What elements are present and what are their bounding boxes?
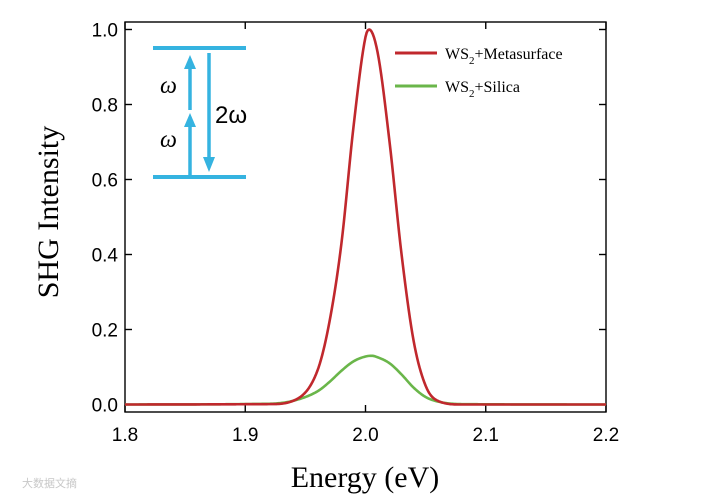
inset-up-arrow-lower-head <box>184 113 196 127</box>
legend-main-metasurface: WS <box>445 46 469 63</box>
series-line-silica <box>124 354 607 406</box>
x-tick-label: 1.8 <box>112 425 138 446</box>
legend-rest-metasurface: +Metasurface <box>475 46 563 63</box>
inset-omega-upper: ω <box>160 73 177 99</box>
series-layer <box>124 28 607 406</box>
y-tick-label: 1.0 <box>92 21 118 42</box>
x-tick-label: 1.9 <box>232 425 258 446</box>
y-tick-label: 0.4 <box>92 246 119 267</box>
inset-two-omega: 2ω <box>215 102 247 129</box>
inset-down-arrow-head <box>203 157 215 172</box>
inset-up-arrow-upper-head <box>184 55 196 69</box>
energy-level-inset: ω ω 2ω <box>153 46 247 179</box>
y-tick-label: 0.6 <box>92 171 118 192</box>
x-axis-title: Energy (eV) <box>291 461 440 494</box>
legend: WS2+Metasurface WS2+Silica <box>395 46 563 100</box>
y-tick-label: 0.0 <box>92 396 118 417</box>
legend-label-metasurface: WS2+Metasurface <box>445 46 563 67</box>
legend-sub-silica: 2 <box>469 88 475 100</box>
plot-frame <box>124 21 607 413</box>
y-axis: 0.0 0.2 0.4 0.6 0.8 1.0 <box>92 21 606 417</box>
x-tick-label: 2.2 <box>593 425 619 446</box>
y-axis-title: SHG Intensity <box>32 126 65 299</box>
y-tick-label: 0.8 <box>92 96 118 117</box>
legend-label-silica: WS2+Silica <box>445 79 520 100</box>
y-tick-label: 0.2 <box>92 321 118 342</box>
legend-rest-silica: +Silica <box>475 79 520 96</box>
legend-main-silica: WS <box>445 79 469 96</box>
x-axis: 1.8 1.9 2.0 2.1 2.2 <box>112 22 619 446</box>
x-tick-label: 2.1 <box>473 425 499 446</box>
x-tick-label: 2.0 <box>352 425 378 446</box>
plot-border <box>124 21 607 413</box>
watermark: 大数据文摘 <box>22 476 77 490</box>
inset-omega-lower: ω <box>160 127 177 153</box>
series-line-metasurface <box>124 28 607 406</box>
legend-sub-metasurface: 2 <box>469 55 475 67</box>
